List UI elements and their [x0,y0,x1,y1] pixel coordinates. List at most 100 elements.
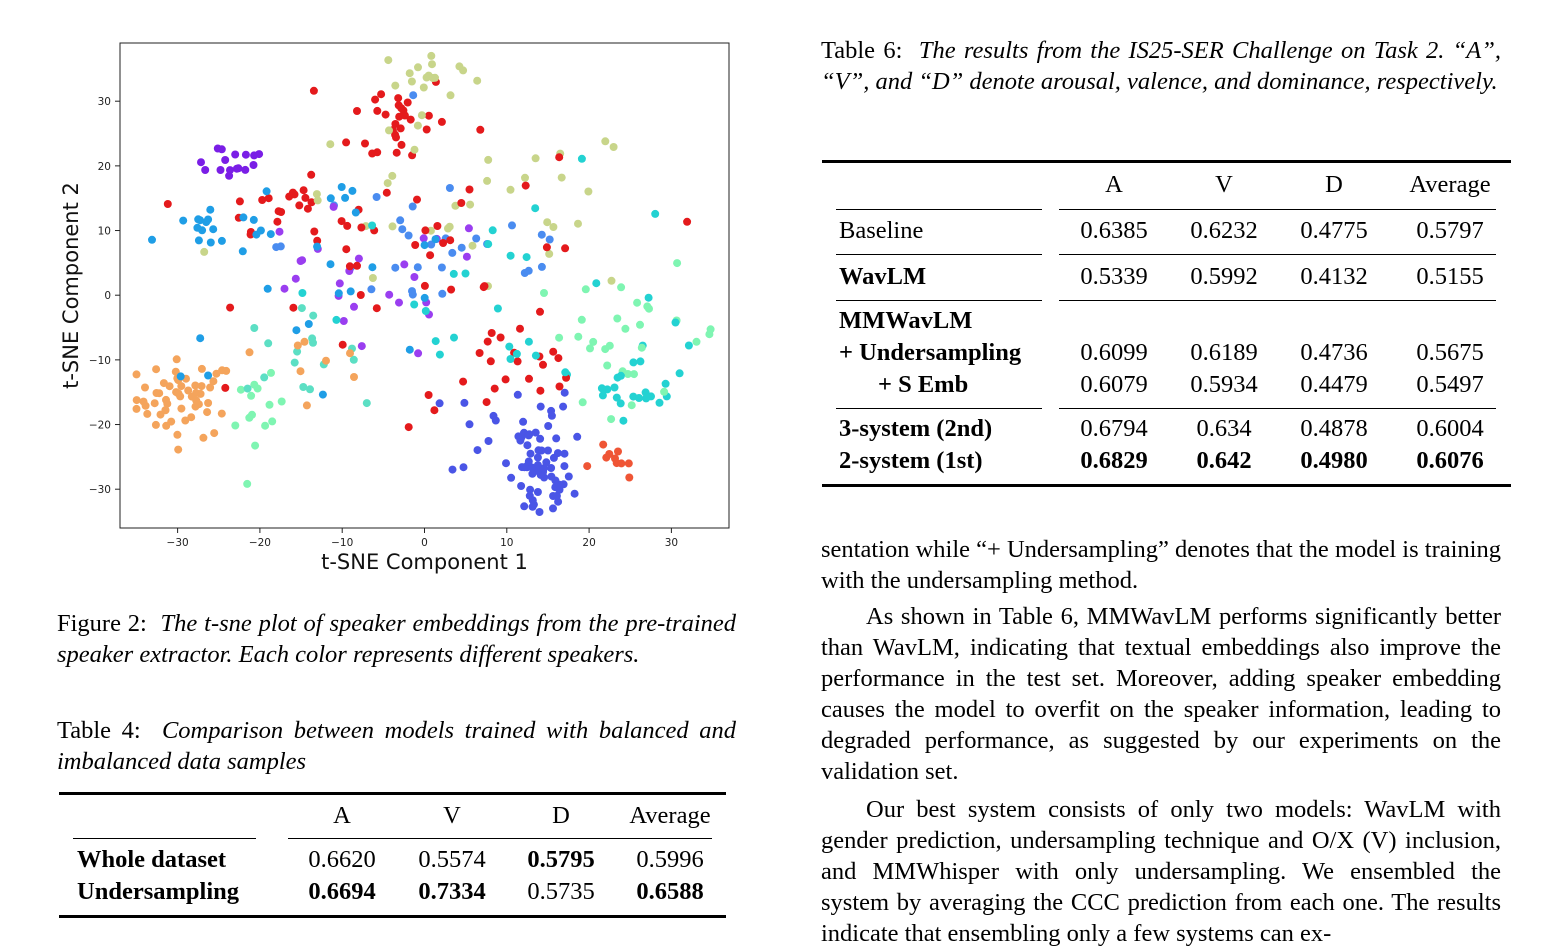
scatter-point [671,318,680,327]
scatter-point [607,276,616,285]
scatter-point [430,406,439,415]
scatter-point [350,302,358,311]
scatter-point [262,187,271,196]
scatter-point [385,126,393,135]
table-cell: 0.642 [1196,447,1252,474]
table-6-label-rule-4 [836,408,1042,410]
scatter-point [544,446,552,455]
scatter-point [247,391,256,400]
scatter-point [584,187,593,196]
scatter-point [222,366,231,375]
scatter-point [461,269,470,278]
table-row: Whole dataset 0.6620 0.5574 0.5795 0.599… [59,844,726,876]
table-cell: 0.5675 [1416,339,1484,366]
scatter-point [420,241,429,250]
table-cell: 0.6189 [1190,339,1258,366]
table-row: Undersampling 0.6694 0.7334 0.5735 0.658… [59,876,726,908]
scatter-point [607,415,616,424]
scatter-point [187,413,196,422]
scatter-point [583,462,592,471]
y-tick-label: −20 [89,420,111,432]
scatter-point [342,245,351,254]
table-6-grid: A V D Average Baseline 0.6385 0.6232 0.4… [822,169,1511,477]
table-4-header-d: D [552,802,570,829]
scatter-point [309,311,318,320]
scatter-point [524,337,533,346]
scatter-point [599,440,608,449]
scatter-point [338,340,347,349]
scatter-point [199,433,208,442]
scatter-point [246,230,255,239]
scatter-point [414,349,423,358]
scatter-point [684,341,693,350]
scatter-point [409,91,418,100]
scatter-point [413,195,421,204]
scatter-point [318,390,327,399]
scatter-point [539,360,547,369]
scatter-point [239,213,248,222]
scatter-point [502,459,510,468]
scatter-point [486,357,495,366]
scatter-point [560,449,569,458]
figure-2-caption: Figure 2: The t-sne plot of speaker embe… [57,608,736,670]
scatter-point [307,198,316,207]
table-6-row-rule-2 [1059,254,1496,256]
scatter-point [221,156,230,164]
table-row: WavLM 0.5339 0.5992 0.4132 0.5155 [822,261,1511,293]
table-4-header-empty [59,800,288,832]
scatter-point [298,256,307,265]
table-6-text: The results from the IS25-SER Challenge … [821,37,1501,95]
scatter-point [449,269,458,278]
scatter-point [617,459,626,468]
table-cell: 0.5992 [1190,263,1258,290]
scatter-point [549,223,558,231]
tsne-scatter-plot: −30 −20 −10 0 10 20 30 −30 −20 −10 0 10 20 30 t-SNE Co… [59,42,730,574]
scatter-point [238,247,247,256]
scatter-point [264,339,273,348]
scatter-point [148,235,156,244]
scatter-point [397,104,406,113]
scatter-point [249,161,258,169]
scatter-point [610,383,619,392]
scatter-point [383,179,392,188]
scatter-point [371,95,380,104]
scatter-point [234,164,243,173]
scatter-point [553,449,562,458]
scatter-point [391,81,400,90]
scatter-point [531,204,540,213]
scatter-point [570,489,579,498]
scatter-point [249,215,258,224]
scatter-point [357,223,366,232]
scatter-point [457,199,466,207]
table-6-caption: Table 6: The results from the IS25-SER C… [821,35,1501,97]
scatter-point [194,215,203,224]
scatter-point [617,283,626,292]
scatter-point [372,304,381,313]
scatter-point [578,398,587,407]
scatter-point [245,348,254,357]
scatter-point [252,230,261,239]
scatter-point [152,389,161,397]
scatter-point [141,383,149,392]
scatter-point [555,382,564,391]
row-label: Whole dataset [77,846,227,873]
scatter-point [561,244,570,253]
scatter-point [304,320,313,328]
scatter-point [490,384,499,393]
scatter-point [174,445,183,454]
row-label: 3-system (2nd) [839,415,993,442]
scatter-point [473,76,482,85]
scatter-point [410,300,419,309]
scatter-point [555,333,564,342]
scatter-point [392,148,401,157]
scatter-point [465,420,474,429]
table-row: 2-system (1st) 0.6829 0.642 0.4980 0.607… [822,445,1511,477]
scatter-point [527,463,536,472]
scatter-point [521,173,529,182]
scatter-point [243,384,252,393]
scatter-point [484,155,493,164]
table-6-header-d: D [1325,171,1343,198]
scatter-point [293,341,302,350]
scatter-point [299,186,308,195]
scatter-point [446,91,455,100]
